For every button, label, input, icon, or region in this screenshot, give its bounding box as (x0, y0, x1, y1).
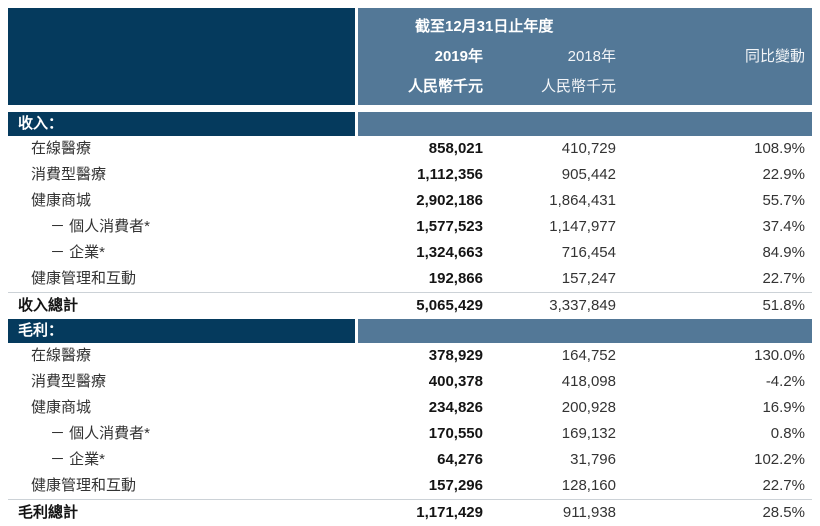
unit-label-2019: 人民幣千元 (407, 77, 483, 95)
section-bar-revenue: 收入： (8, 112, 812, 136)
value-2018: 128,160 (561, 477, 616, 494)
section-bar-fill (358, 112, 812, 136)
row-label: 健康管理和互動 (31, 477, 137, 494)
value-change: 37.4% (762, 218, 805, 235)
value-2018: 3,337,849 (549, 297, 616, 314)
value-2019: 378,929 (428, 347, 483, 364)
unit-label-2018: 人民幣千元 (540, 77, 616, 95)
value-2018: 164,752 (561, 347, 616, 364)
table-row-subitem: － 個人消費者* 170,550 169,132 0.8% (8, 421, 812, 447)
value-2019: 2,902,186 (416, 192, 483, 209)
unit-label-empty (616, 72, 805, 102)
value-2019: 5,065,429 (416, 297, 483, 314)
table-row: 消費型醫療 1,112,356 905,442 22.9% (8, 162, 812, 188)
value-2018: 157,247 (561, 270, 616, 287)
table-row: 健康管理和互動 192,866 157,247 22.7% (8, 266, 812, 292)
table-row-subitem: － 企業* 1,324,663 716,454 84.9% (8, 240, 812, 266)
value-2018: 1,864,431 (549, 192, 616, 209)
value-2019: 192,866 (428, 270, 483, 287)
column-header-2018: 2018年 (567, 47, 616, 65)
value-change: -4.2% (765, 373, 805, 390)
value-2019: 170,550 (428, 425, 483, 442)
value-change: 55.7% (762, 192, 805, 209)
value-change: 51.8% (762, 297, 805, 314)
section-bar-gross-profit: 毛利： (8, 319, 812, 343)
header-left-block (8, 8, 355, 105)
row-label: 健康商城 (31, 192, 92, 209)
value-2019: 400,378 (428, 373, 483, 390)
value-2019: 234,826 (428, 399, 483, 416)
value-2019: 64,276 (437, 451, 483, 468)
table-row: 健康商城 234,826 200,928 16.9% (8, 395, 812, 421)
value-change: 108.9% (754, 140, 805, 157)
row-label: 在線醫療 (31, 347, 92, 364)
value-change: 130.0% (754, 347, 805, 364)
value-change: 16.9% (762, 399, 805, 416)
table-row: 消費型醫療 400,378 418,098 -4.2% (8, 369, 812, 395)
table-row-revenue-total: 收入總計 5,065,429 3,337,849 51.8% (8, 292, 812, 319)
value-change: 0.8% (770, 425, 805, 442)
value-2019: 1,577,523 (416, 218, 483, 235)
row-label: 健康商城 (31, 399, 92, 416)
table-row-gross-profit-total: 毛利總計 1,171,429 911,938 28.5% (8, 499, 812, 526)
table-header-band: 截至12月31日止年度 2019年 2018年 同比變動 人民幣千元 人民幣千元 (8, 8, 812, 105)
section-title-gross-profit: 毛利： (8, 319, 355, 343)
value-change: 102.2% (754, 451, 805, 468)
row-label: 毛利總計 (18, 504, 79, 521)
value-2019: 157,296 (428, 477, 483, 494)
value-2018: 905,442 (561, 166, 616, 183)
value-2019: 1,112,356 (417, 166, 483, 183)
value-2018: 1,147,977 (549, 218, 616, 235)
value-2019: 858,021 (428, 140, 483, 157)
row-label: － 個人消費者* (50, 425, 151, 442)
table-row: 健康管理和互動 157,296 128,160 22.7% (8, 473, 812, 499)
value-2018: 169,132 (561, 425, 616, 442)
column-header-change: 同比變動 (744, 47, 805, 65)
value-change: 28.5% (762, 504, 805, 521)
row-label: 消費型醫療 (31, 373, 107, 390)
value-change: 22.7% (762, 477, 805, 494)
value-2018: 31,796 (570, 451, 616, 468)
section-bar-fill (358, 319, 812, 343)
value-2019: 1,171,429 (416, 504, 483, 521)
value-2018: 418,098 (561, 373, 616, 390)
row-label: － 個人消費者* (50, 218, 151, 235)
row-label: － 企業* (50, 451, 106, 468)
header-right-block: 截至12月31日止年度 2019年 2018年 同比變動 人民幣千元 人民幣千元 (358, 8, 812, 105)
value-change: 84.9% (762, 244, 805, 261)
column-header-2019: 2019年 (434, 47, 483, 65)
row-label: 收入總計 (18, 297, 79, 314)
value-change: 22.9% (762, 166, 805, 183)
value-2018: 911,938 (562, 504, 616, 521)
table-row-subitem: － 個人消費者* 1,577,523 1,147,977 37.4% (8, 214, 812, 240)
table-row-subitem: － 企業* 64,276 31,796 102.2% (8, 447, 812, 473)
section-title-revenue: 收入： (8, 112, 355, 136)
row-label: － 企業* (50, 244, 106, 261)
row-label: 消費型醫療 (31, 166, 107, 183)
year-columns-row: 2019年 2018年 同比變動 (358, 42, 812, 72)
unit-columns-row: 人民幣千元 人民幣千元 (358, 72, 812, 102)
table-row: 在線醫療 858,021 410,729 108.9% (8, 136, 812, 162)
value-2018: 410,729 (561, 140, 616, 157)
period-title: 截至12月31日止年度 (415, 17, 554, 35)
value-2018: 716,454 (561, 244, 616, 261)
table-row: 在線醫療 378,929 164,752 130.0% (8, 343, 812, 369)
value-change: 22.7% (762, 270, 805, 287)
value-2019: 1,324,663 (416, 244, 483, 261)
table-row: 健康商城 2,902,186 1,864,431 55.7% (8, 188, 812, 214)
value-2018: 200,928 (561, 399, 616, 416)
row-label: 在線醫療 (31, 140, 92, 157)
row-label: 健康管理和互動 (31, 270, 137, 287)
